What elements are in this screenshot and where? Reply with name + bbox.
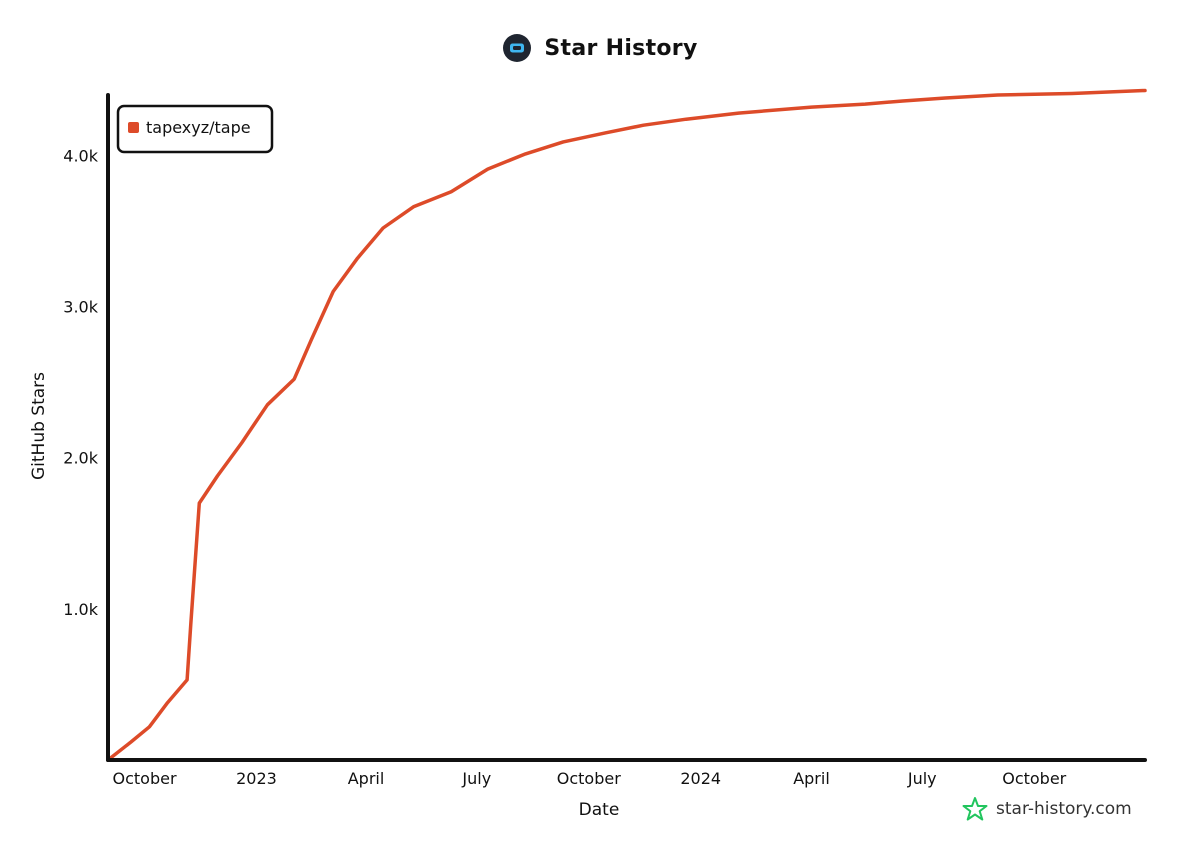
y-axis-title: GitHub Stars xyxy=(29,372,49,480)
y-axis-ticks: 1.0k 2.0k 3.0k 4.0k xyxy=(63,146,98,618)
y-tick-label: 4.0k xyxy=(63,146,98,165)
x-tick-label: April xyxy=(348,769,385,788)
y-tick-label: 3.0k xyxy=(63,298,98,317)
y-tick-label: 2.0k xyxy=(63,449,98,468)
legend-label-tapexyz-tape: tapexyz/tape xyxy=(146,118,251,137)
legend: tapexyz/tape xyxy=(116,104,274,154)
watermark-text: star-history.com xyxy=(996,799,1132,819)
star-outline-icon xyxy=(962,797,988,821)
x-axis-title: Date xyxy=(579,800,620,820)
legend-box xyxy=(116,104,274,154)
chart-title: Star History xyxy=(544,35,698,61)
x-tick-label: October xyxy=(112,769,176,788)
watermark: star-history.com xyxy=(962,794,1132,824)
x-tick-label: October xyxy=(1002,769,1066,788)
star-history-logo-icon xyxy=(503,34,532,62)
x-tick-label: 2023 xyxy=(236,769,277,788)
x-tick-label: October xyxy=(557,769,621,788)
y-tick-label: 1.0k xyxy=(63,600,98,619)
x-tick-label: 2024 xyxy=(680,769,721,788)
x-tick-label: July xyxy=(907,769,937,788)
series-line-tapexyz-tape xyxy=(106,88,1147,762)
x-tick-label: April xyxy=(793,769,830,788)
x-axis-ticks: October 2023 April July October 2024 April July… xyxy=(112,769,1066,788)
legend-swatch-tapexyz-tape xyxy=(128,122,139,133)
plot-area xyxy=(106,88,1147,762)
chart-header: Star History xyxy=(0,26,1200,70)
x-tick-label: July xyxy=(461,769,491,788)
